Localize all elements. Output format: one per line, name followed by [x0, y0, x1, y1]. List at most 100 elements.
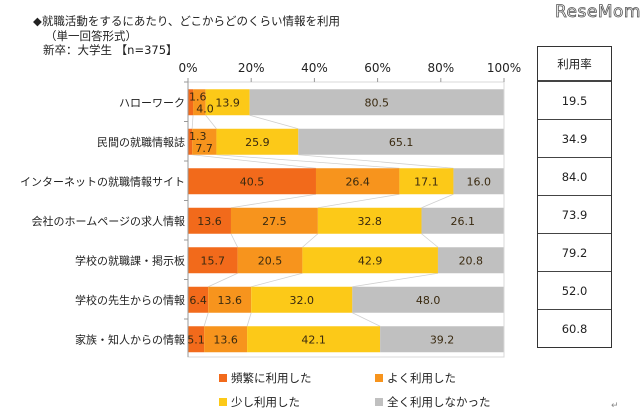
series-connector	[421, 193, 454, 209]
category-label: 会社のホームページの求人情報	[32, 214, 185, 228]
series-connector	[203, 312, 209, 327]
usage-rate-header: 利用率	[538, 47, 611, 81]
usage-rate-cell: 19.5	[538, 81, 611, 119]
value-label: 1.3	[189, 130, 207, 143]
legend-swatch	[219, 374, 227, 382]
value-label: 40.5	[240, 175, 265, 188]
axis	[184, 78, 505, 358]
legend-swatch	[219, 398, 227, 406]
bar-segment	[421, 207, 504, 234]
bar-segment	[205, 89, 250, 116]
series-connector	[317, 193, 400, 209]
value-label: 26.1	[451, 215, 476, 228]
bar-segment	[188, 286, 209, 313]
bar-segment	[249, 89, 504, 116]
bar-segment	[208, 286, 252, 313]
series-connector	[205, 115, 217, 129]
series-connector	[251, 272, 303, 288]
chart-subtitle: （単一回答形式）	[45, 29, 137, 43]
series-connector	[192, 154, 317, 169]
category-label: 民間の就職情報誌	[97, 135, 185, 149]
bar-segment	[188, 247, 238, 274]
bar-segment	[380, 326, 504, 353]
bars	[188, 89, 504, 353]
legend-label: 頻繁に利用した	[231, 371, 312, 385]
usage-rate-cell: 60.8	[538, 309, 611, 347]
value-label: 65.1	[389, 136, 414, 149]
bar-segment	[216, 128, 299, 155]
x-tick-label: 0%	[178, 61, 197, 75]
usage-rate-cell: 34.9	[538, 119, 611, 157]
value-label: 15.7	[201, 254, 226, 267]
value-label: 26.4	[345, 175, 370, 188]
bar-segment	[352, 286, 504, 313]
bar-segment	[247, 326, 381, 353]
value-labels: 1.64.0 13.9 80.5 1.37.7 25.9 65.1 40.5 26.4 17.1…	[187, 90, 491, 346]
legend-label: 少し利用した	[231, 395, 300, 409]
bar-segment	[399, 168, 454, 195]
value-label: 13.6	[197, 215, 222, 228]
bar-segment	[251, 286, 353, 313]
category-label: 学校の先生からの情報	[75, 293, 185, 307]
value-label: 48.0	[416, 294, 441, 307]
bar-segment	[188, 207, 231, 234]
bar-segment	[230, 207, 318, 234]
usage-rate-cell: 79.2	[538, 233, 611, 271]
value-label: 16.0	[466, 175, 491, 188]
bar-segment	[237, 247, 303, 274]
bar-segment	[315, 168, 400, 195]
value-label: 25.9	[245, 136, 270, 149]
series-connector	[249, 114, 299, 130]
bar-segment	[188, 89, 194, 116]
series-connector	[352, 272, 439, 288]
value-label: 13.9	[215, 96, 240, 109]
value-label: 5.1	[187, 333, 205, 346]
value-label: 27.5	[262, 215, 287, 228]
x-tick-label: 60%	[364, 61, 391, 75]
series-connector	[208, 272, 238, 288]
value-label: 6.4	[189, 294, 207, 307]
bar-segment	[437, 247, 504, 274]
value-label: 32.0	[290, 294, 315, 307]
chart-title: ◆就職活動をするにあたり、どこからどのくらい情報を利用	[33, 14, 341, 28]
category-label: インターネットの就職情報サイト	[20, 174, 185, 188]
value-label: 7.7	[195, 142, 213, 155]
x-tick-label: 20%	[238, 61, 265, 75]
x-tick-label: 100%	[487, 61, 521, 75]
bar-segment	[188, 168, 316, 195]
x-tick-label: 80%	[427, 61, 454, 75]
series-connector	[230, 193, 317, 209]
legend-swatch	[375, 398, 383, 406]
series-connector	[421, 233, 439, 248]
bar-segment	[192, 128, 217, 155]
category-label: ハローワーク	[119, 96, 185, 109]
bar-segment	[204, 326, 248, 353]
series-connector	[302, 233, 319, 248]
x-tick-labels: 0% 20% 40% 60% 80% 100%	[178, 61, 521, 75]
usage-rate-cell: 52.0	[538, 271, 611, 309]
usage-rate-cell: 73.9	[538, 195, 611, 233]
bar-segment	[188, 128, 193, 155]
value-label: 17.1	[414, 175, 439, 188]
usage-rate-table: 利用率 19.5 34.9 84.0 73.9 79.2 52.0 60.8	[537, 46, 612, 348]
value-label: 80.5	[365, 96, 390, 109]
series-connector	[298, 154, 454, 169]
bar-segment	[193, 89, 206, 116]
legend-label: 全く利用しなかった	[387, 395, 491, 409]
value-label: 39.2	[430, 333, 455, 346]
series-connector-lines	[191, 114, 454, 327]
bar-segment	[453, 168, 504, 195]
series-connector	[191, 115, 194, 129]
legend-label: よく利用した	[387, 371, 456, 385]
value-label: 20.8	[459, 254, 484, 267]
x-tick-label: 40%	[301, 61, 328, 75]
series-connector	[352, 312, 381, 327]
value-label: 4.0	[196, 102, 214, 115]
value-label: 20.5	[258, 254, 283, 267]
value-label: 42.1	[301, 333, 326, 346]
legend-item-often: よく利用した	[375, 370, 456, 386]
usage-rate-cell: 84.0	[538, 157, 611, 195]
value-label: 13.6	[217, 294, 242, 307]
bar-segment	[298, 128, 504, 155]
value-label: 42.9	[358, 254, 383, 267]
